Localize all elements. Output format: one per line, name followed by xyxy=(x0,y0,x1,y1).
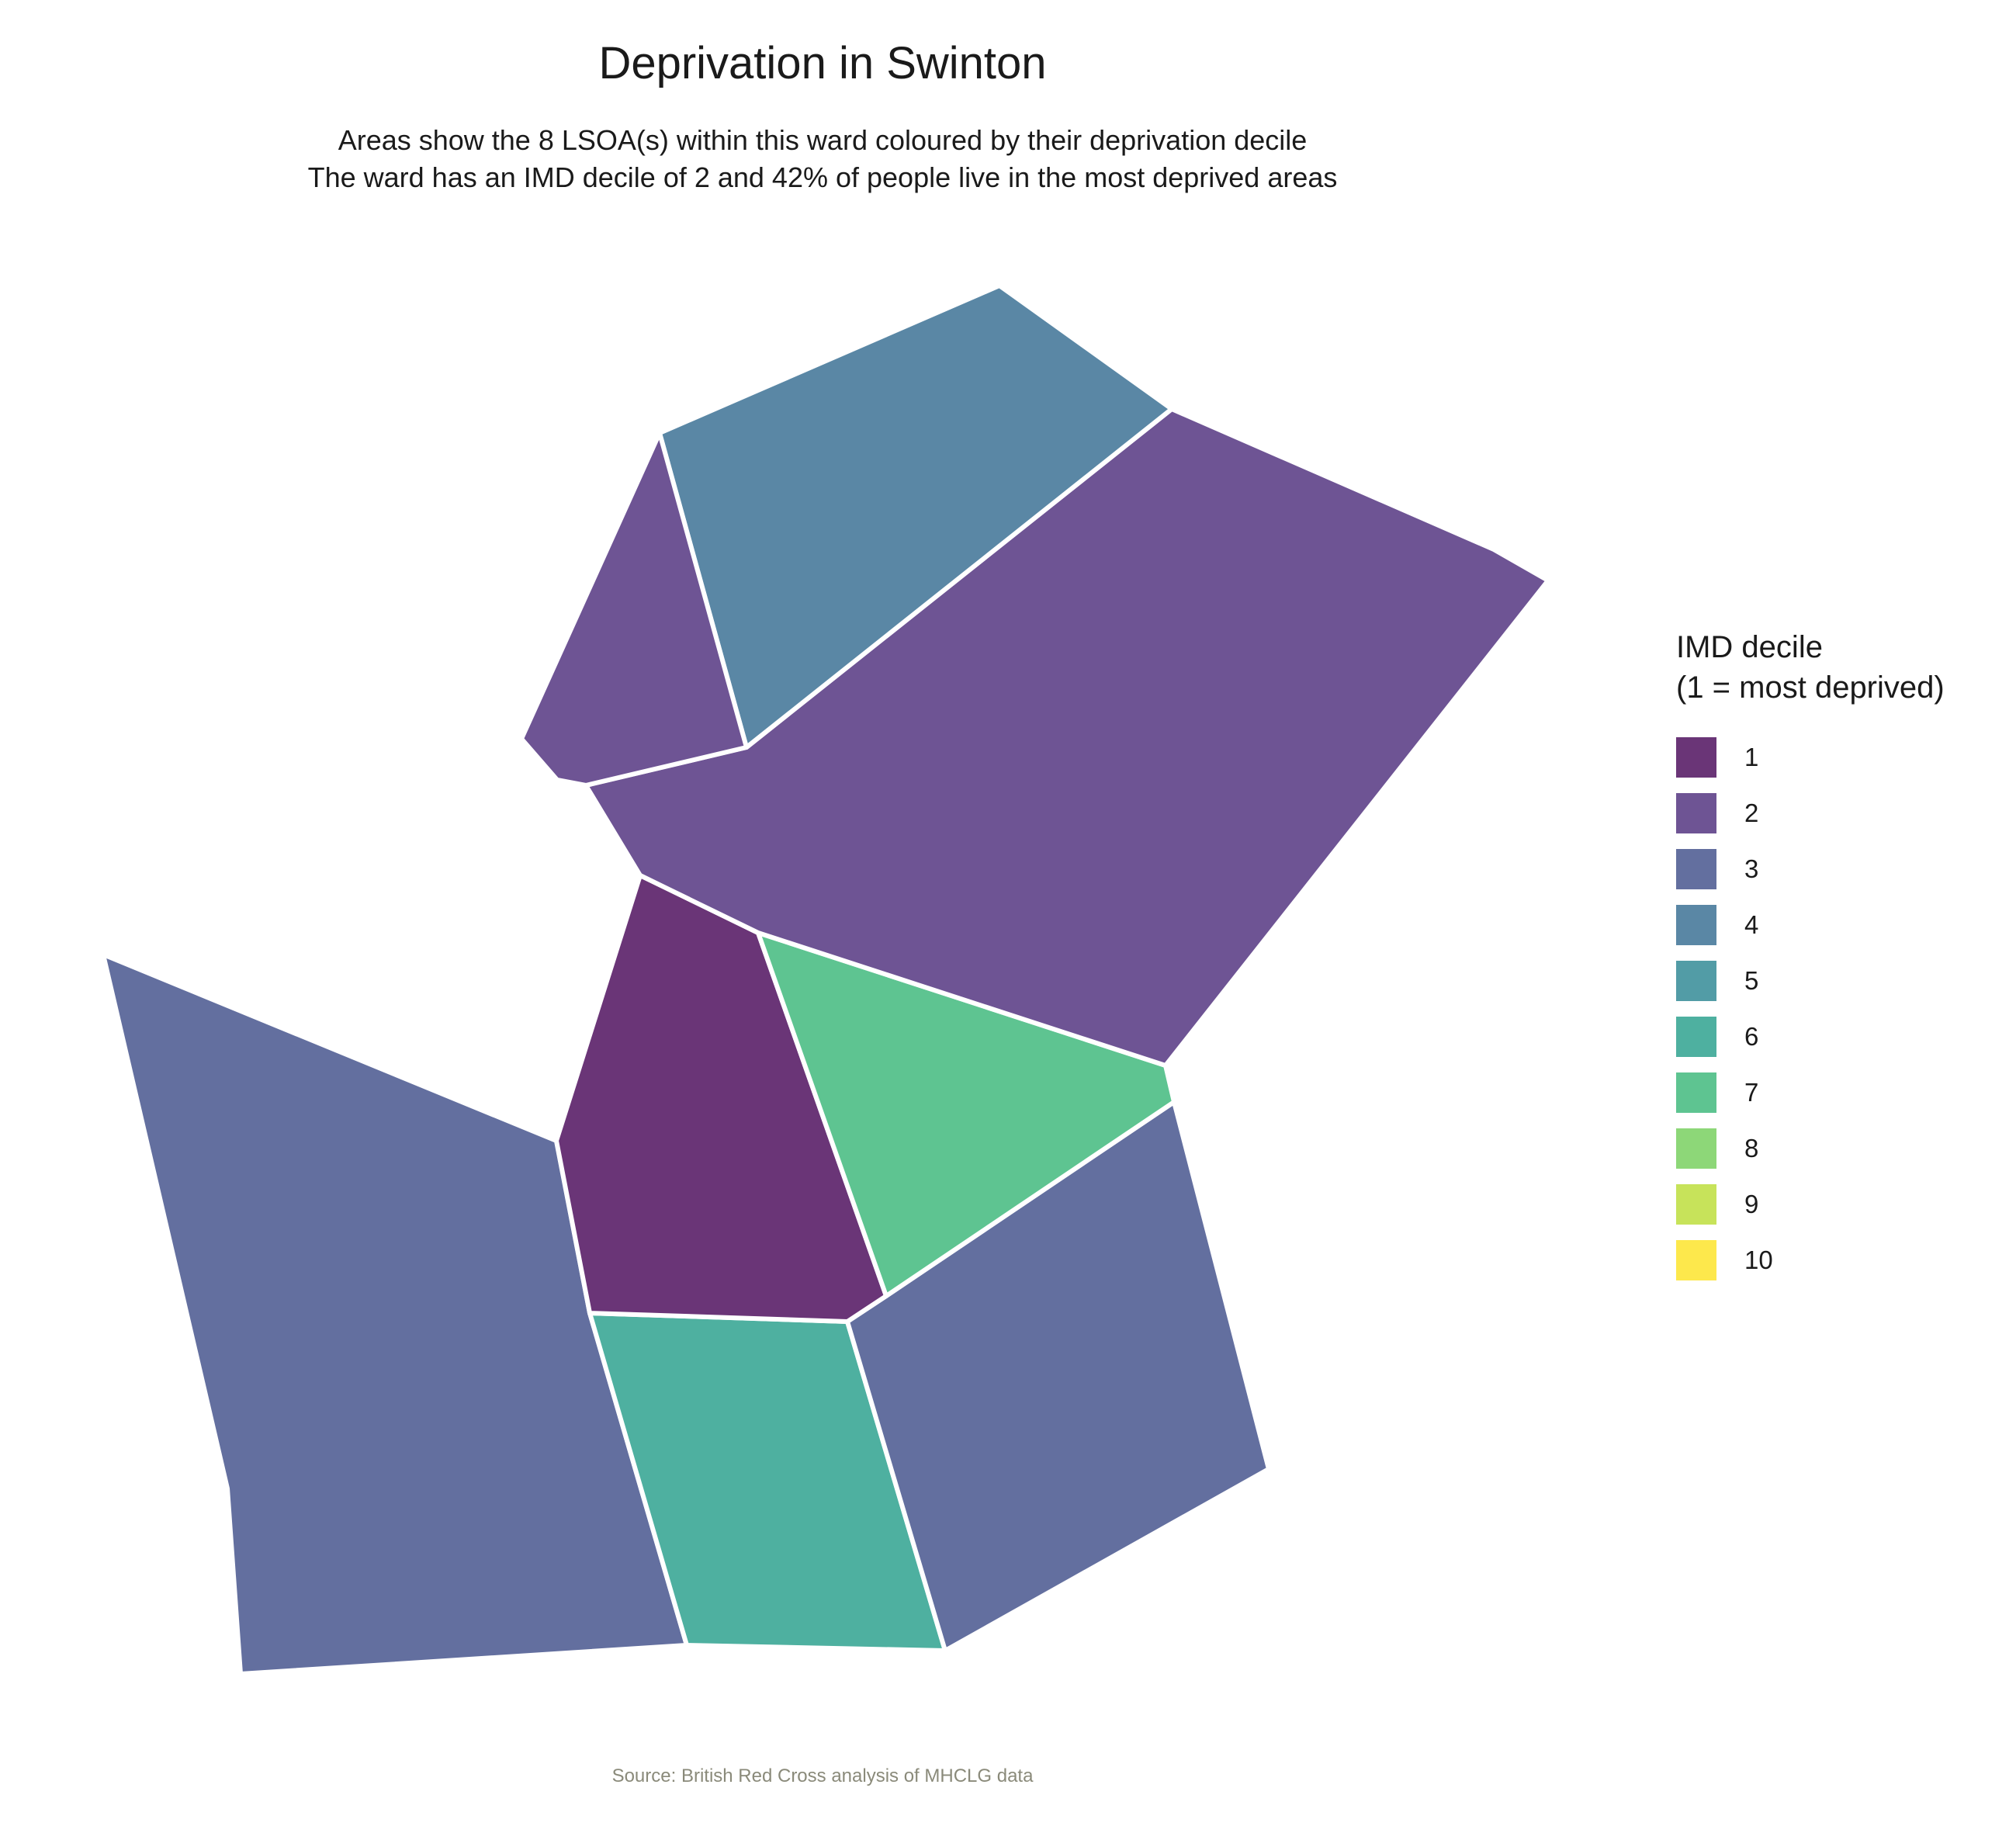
legend-label: 3 xyxy=(1744,854,1759,883)
legend-swatch xyxy=(1676,737,1716,778)
legend-swatch xyxy=(1676,1240,1716,1280)
legend: IMD decile (1 = most deprived) 1 2 3 4 5 6 7 8 9… xyxy=(1676,627,1945,1288)
legend-item: 6 xyxy=(1676,1009,1945,1065)
legend-label: 2 xyxy=(1744,799,1759,827)
legend-label: 8 xyxy=(1744,1134,1759,1163)
source-caption: Source: British Red Cross analysis of MH… xyxy=(611,1765,1034,1786)
legend-label: 9 xyxy=(1744,1190,1759,1218)
legend-label: 6 xyxy=(1744,1022,1759,1051)
legend-label: 5 xyxy=(1744,966,1759,995)
legend-swatch xyxy=(1676,905,1716,945)
legend-items: 1 2 3 4 5 6 7 8 9 10 xyxy=(1676,729,1945,1288)
legend-swatch xyxy=(1676,793,1716,833)
legend-swatch xyxy=(1676,849,1716,889)
legend-swatch xyxy=(1676,1072,1716,1113)
legend-title-line-2: (1 = most deprived) xyxy=(1676,670,1945,705)
legend-item: 1 xyxy=(1676,729,1945,785)
legend-item: 10 xyxy=(1676,1232,1945,1288)
legend-label: 10 xyxy=(1744,1246,1773,1274)
map-subtitle-line-2: The ward has an IMD decile of 2 and 42% … xyxy=(307,161,1338,193)
legend-label: 1 xyxy=(1744,743,1759,771)
map-title: Deprivation in Swinton xyxy=(598,38,1047,88)
map-subtitle-line-1: Areas show the 8 LSOA(s) within this war… xyxy=(338,124,1308,156)
legend-item: 8 xyxy=(1676,1121,1945,1176)
legend-item: 7 xyxy=(1676,1065,1945,1121)
legend-label: 7 xyxy=(1744,1078,1759,1107)
legend-item: 2 xyxy=(1676,785,1945,841)
lsoa-north-west[interactable] xyxy=(519,431,749,788)
legend-swatch xyxy=(1676,1184,1716,1225)
legend-swatch xyxy=(1676,1128,1716,1169)
legend-swatch xyxy=(1676,961,1716,1001)
legend-swatch xyxy=(1676,1017,1716,1057)
legend-title: IMD decile (1 = most deprived) xyxy=(1676,627,1945,708)
legend-item: 4 xyxy=(1676,897,1945,953)
legend-label: 4 xyxy=(1744,910,1759,939)
legend-item: 9 xyxy=(1676,1176,1945,1232)
legend-item: 3 xyxy=(1676,841,1945,897)
legend-item: 5 xyxy=(1676,953,1945,1009)
legend-title-line-1: IMD decile xyxy=(1676,630,1823,664)
